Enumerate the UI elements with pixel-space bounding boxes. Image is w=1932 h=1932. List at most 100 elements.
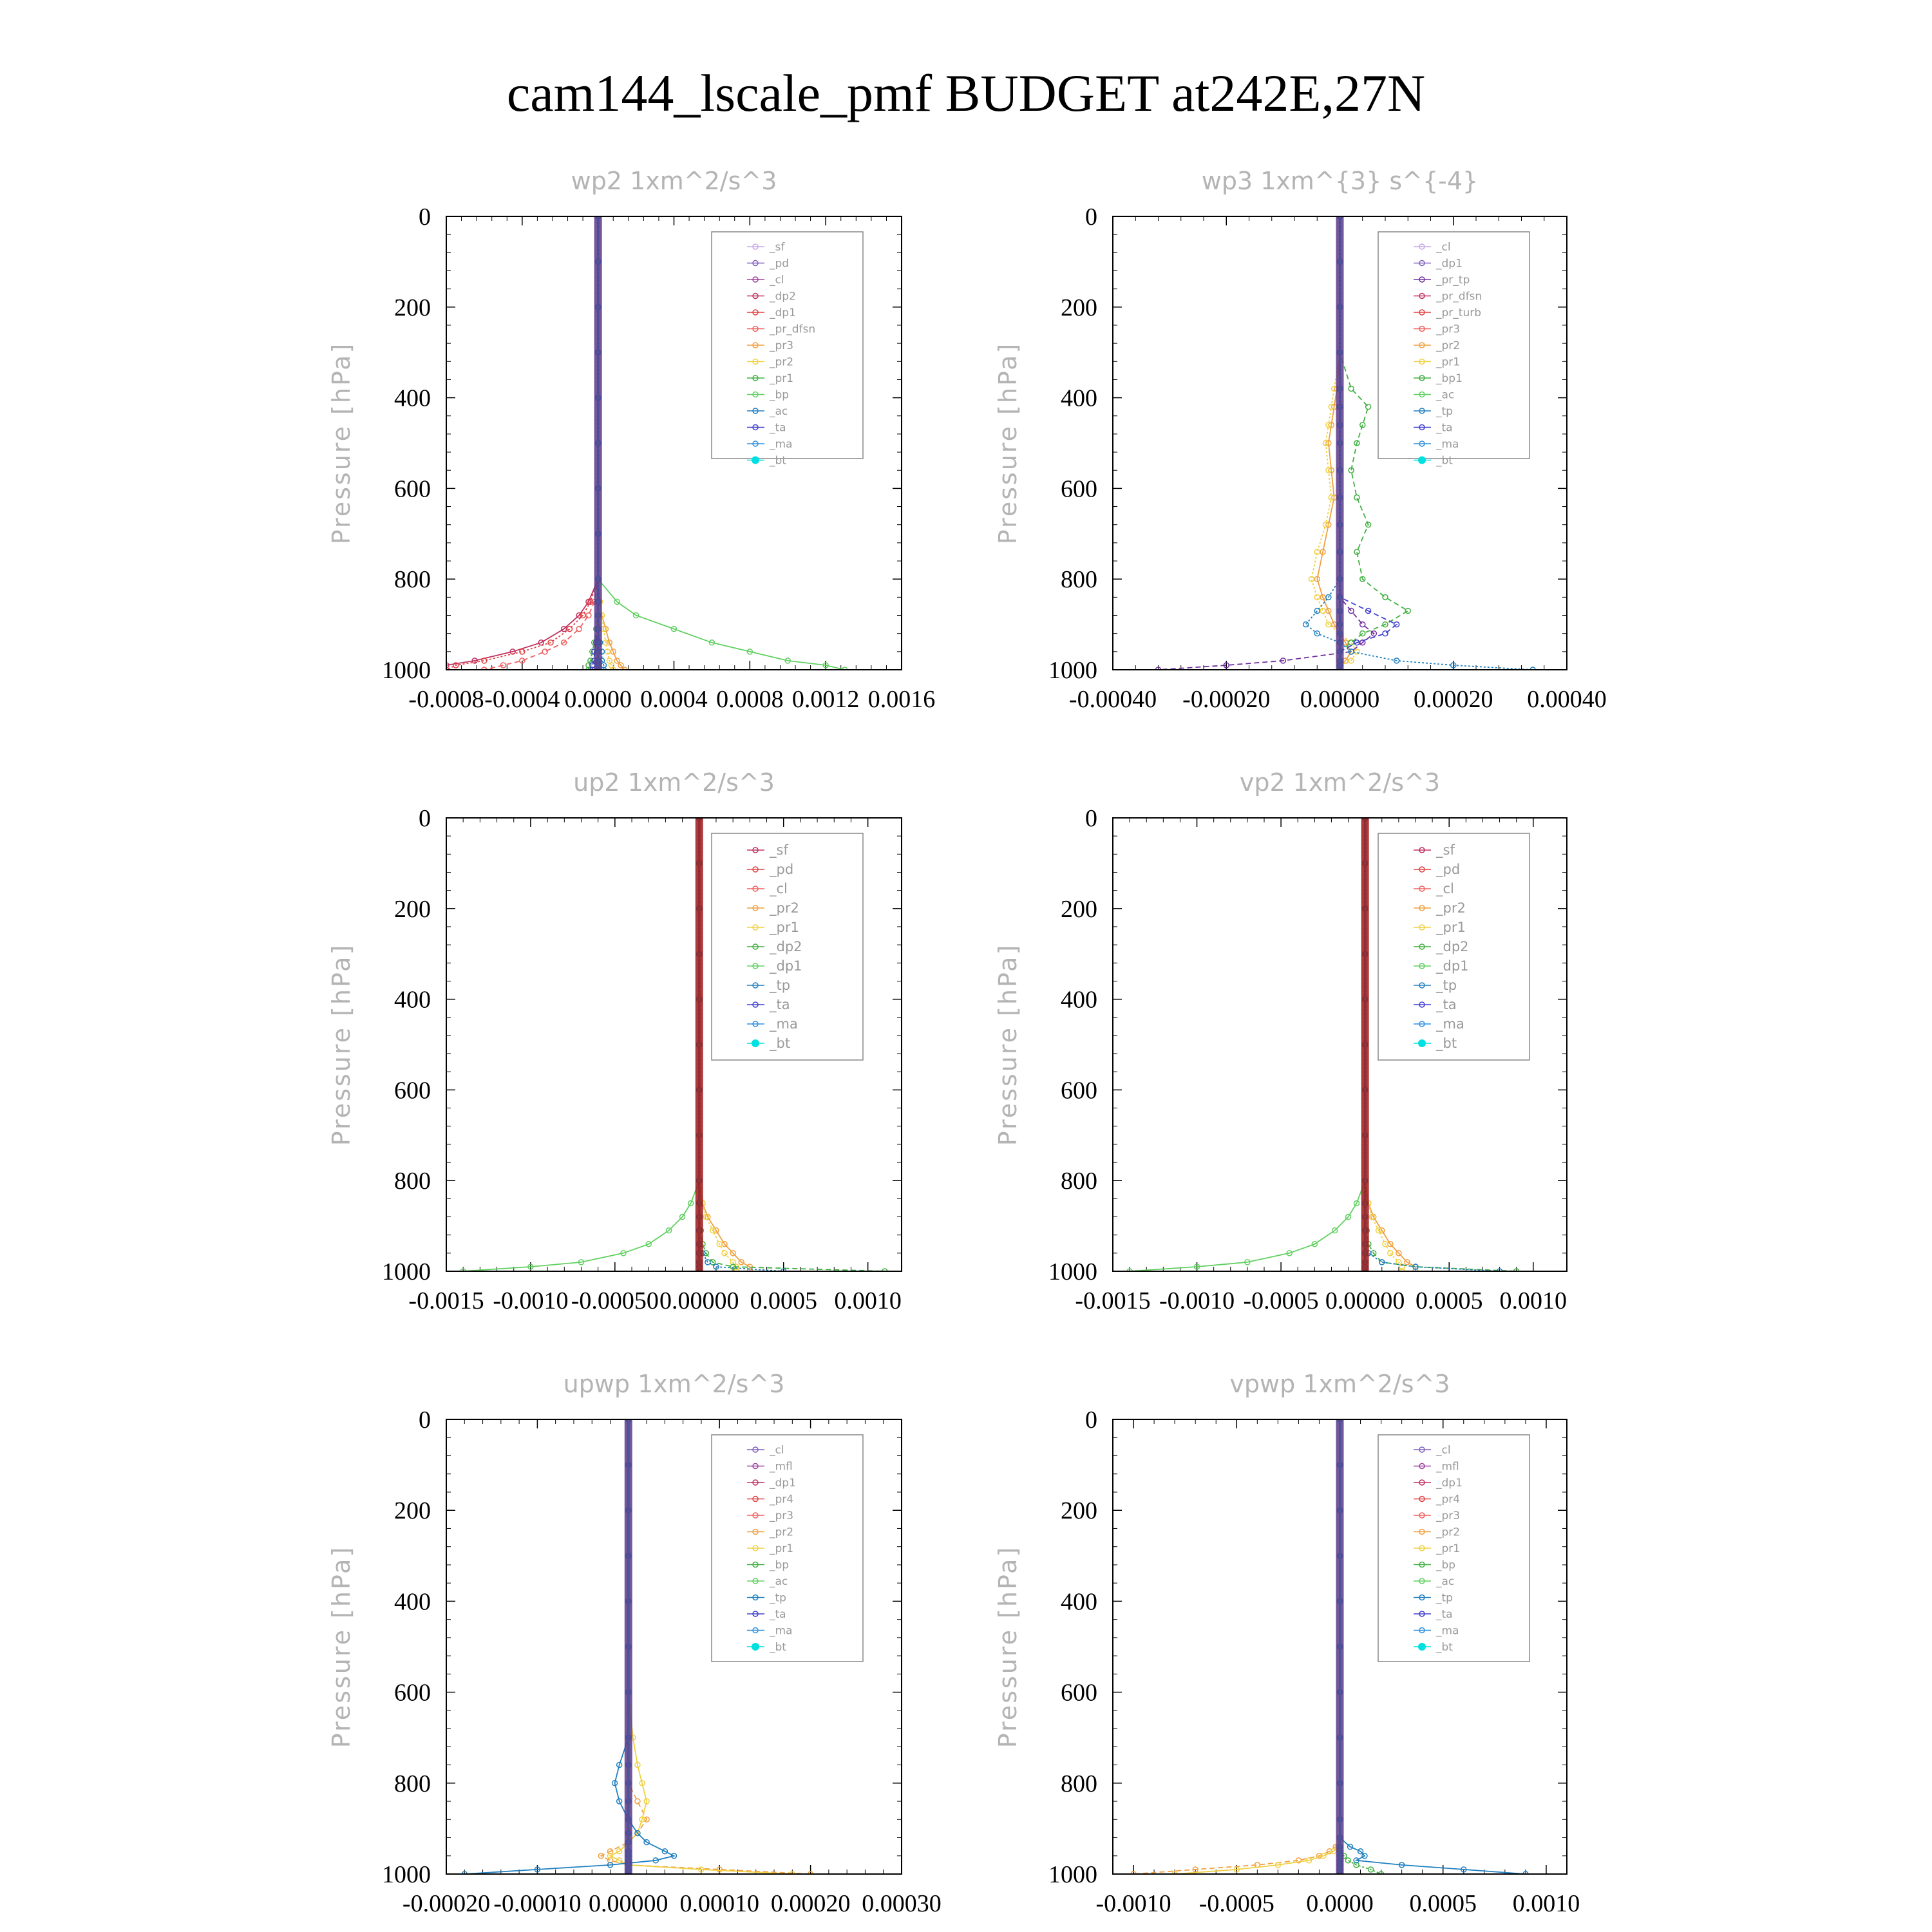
data-point (1314, 594, 1320, 601)
data-point (481, 658, 488, 664)
legend-label: _dp1 (1435, 1477, 1463, 1490)
data-point (1320, 549, 1326, 555)
legend-label: _cl (769, 274, 784, 287)
legend-marker (752, 1039, 759, 1047)
legend-marker (752, 1495, 759, 1502)
data-point (1412, 1268, 1419, 1271)
legend-marker (752, 424, 759, 431)
legend-label: _bp1 (1435, 372, 1463, 385)
x-tick-label: -0.0010 (493, 1287, 568, 1314)
legend-label: _dp1 (1435, 258, 1463, 270)
legend-marker (1419, 342, 1425, 348)
legend-marker (1419, 1446, 1425, 1453)
data-point (534, 1866, 541, 1873)
data-point (1361, 1853, 1368, 1859)
data-point (1405, 607, 1411, 614)
y-tick-label: 800 (1061, 1770, 1097, 1797)
legend-label: _bt (1435, 455, 1453, 468)
panel-title: wp3 1xm^{3} s^{-4} (1202, 167, 1478, 195)
data-point (1393, 621, 1400, 628)
data-point (713, 1227, 719, 1234)
x-tick-label: 0.00000 (589, 1890, 668, 1917)
legend-label: _ta (769, 422, 786, 435)
y-tick-label: 600 (394, 475, 431, 502)
x-tick-label: 0.00040 (1527, 686, 1607, 713)
legend-label: _ma (769, 438, 792, 451)
data-point (670, 1853, 677, 1859)
data-point (1322, 440, 1329, 446)
y-axis-label: Pressure [hPa] (327, 342, 355, 545)
legend-marker (1419, 943, 1425, 950)
data-point (703, 1250, 710, 1256)
data-point (610, 667, 616, 670)
legend: _sf _pd _cl _dp2 _dp1 _pr_dfsn _pr3 _pr2 _pr1 _bp… (711, 231, 864, 468)
legend-marker (1419, 1495, 1425, 1502)
data-point (1348, 649, 1354, 655)
series-line-pr2 (1133, 1419, 1341, 1874)
y-tick-label: 0 (1085, 805, 1097, 832)
legend-label: _cl (1435, 881, 1454, 897)
y-tick-label: 400 (1061, 987, 1097, 1014)
legend-label: _pr3 (769, 1510, 793, 1522)
legend-marker (752, 1479, 759, 1486)
legend-marker (752, 1001, 759, 1008)
x-tick-label: -0.0005 (1244, 1287, 1319, 1314)
y-tick-label: 600 (1061, 1680, 1097, 1707)
data-point (1328, 494, 1335, 501)
data-point (1354, 440, 1360, 446)
zero-profile-bundle (1361, 818, 1369, 1271)
panel-title: vpwp 1xm^2/s^3 (1229, 1370, 1450, 1398)
data-point (730, 1259, 736, 1265)
legend-label: _pr1 (769, 920, 799, 936)
legend-label: _bt (1435, 1036, 1457, 1052)
data-point (634, 1830, 641, 1837)
chart-panel-5: upwp 1xm^2/s^3 Pressure [hPa] 0 200 400 600 80… (327, 1370, 942, 1917)
data-point (780, 1268, 787, 1271)
data-point (566, 625, 573, 632)
data-point (687, 1200, 694, 1207)
data-point (585, 662, 592, 668)
legend-marker (752, 1594, 759, 1601)
data-point (500, 662, 507, 668)
data-point (1379, 1259, 1385, 1265)
legend-marker (1419, 309, 1425, 316)
y-tick-label: 400 (394, 1588, 431, 1615)
data-point (784, 658, 791, 664)
legend-marker (1419, 1021, 1425, 1027)
y-tick-label: 600 (394, 1077, 431, 1104)
x-tick-label: -0.00040 (1069, 686, 1157, 713)
legend-marker (752, 325, 759, 332)
plot-frame (446, 1419, 902, 1875)
panel-title: wp2 1xm^2/s^3 (571, 167, 777, 195)
x-tick-label: 0.0010 (1513, 1890, 1580, 1917)
data-point (576, 612, 582, 619)
data-point (1274, 1862, 1282, 1868)
data-point (841, 667, 848, 670)
data-point (1404, 1259, 1410, 1265)
legend: _sf _pd _cl _pr2 _pr1 _dp2 _dp1 _tp _ta _ma _bt (1378, 833, 1530, 1061)
legend-label: _pr1 (769, 1542, 793, 1555)
data-point (1314, 576, 1320, 582)
data-point (1320, 594, 1326, 601)
data-point (1382, 1241, 1388, 1247)
x-tick-label: -0.00010 (493, 1890, 581, 1917)
legend-marker (1419, 1479, 1425, 1486)
legend-label: _ac (1435, 1575, 1454, 1588)
y-tick-label: 800 (394, 566, 431, 593)
data-point (643, 1816, 650, 1823)
series-line-bp (1339, 1419, 1381, 1874)
legend-label: _pr_turb (1435, 307, 1481, 319)
legend-label: _dp1 (769, 1477, 796, 1490)
legend-label: _ac (769, 1575, 788, 1588)
plot-frame (446, 216, 902, 670)
data-point (1171, 1871, 1178, 1874)
data-point (1353, 1862, 1359, 1868)
legend-label: _pr2 (769, 900, 799, 916)
data-point (1450, 662, 1457, 668)
chart-panel-4: vp2 1xm^2/s^3 Pressure [hPa] 0 200 400 600 800… (994, 768, 1567, 1314)
legend-marker (752, 905, 759, 911)
legend-marker (1419, 391, 1425, 398)
x-tick-label: -0.0010 (1095, 1890, 1171, 1917)
series-line-pr1 (1311, 216, 1358, 670)
legend-marker (752, 276, 759, 283)
